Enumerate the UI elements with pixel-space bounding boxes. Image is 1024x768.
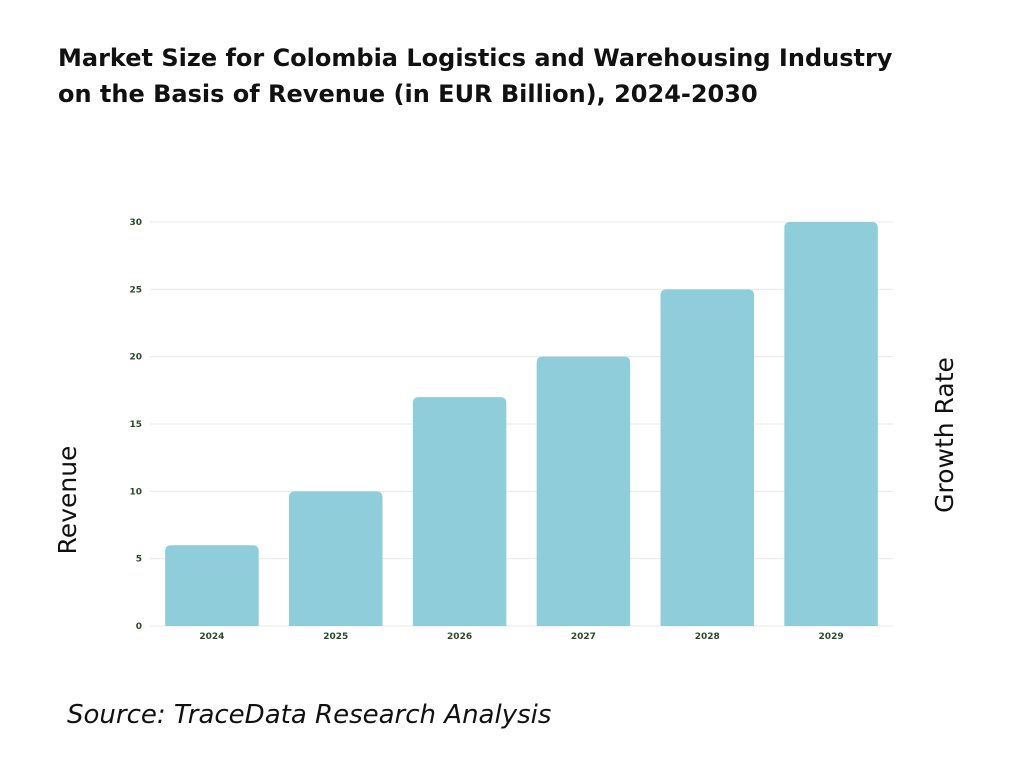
x-tick-label: 2029 bbox=[819, 632, 844, 642]
bar-2024 bbox=[165, 545, 259, 626]
bar-2028 bbox=[660, 289, 754, 626]
y-tick-label: 10 bbox=[129, 487, 142, 497]
bar-2027 bbox=[536, 356, 631, 626]
x-tick-label: 2025 bbox=[323, 632, 348, 642]
x-tick-label: 2024 bbox=[199, 632, 224, 642]
y-axis-title: Revenue bbox=[53, 446, 82, 555]
y-tick-label: 25 bbox=[129, 285, 142, 295]
y-tick-label: 5 bbox=[136, 555, 142, 565]
x-tick-label: 2026 bbox=[447, 632, 472, 642]
y-tick-label: 20 bbox=[129, 353, 142, 363]
x-tick-label: 2027 bbox=[571, 632, 596, 642]
source-note: Source: TraceData Research Analysis bbox=[67, 700, 552, 730]
chart-title: Market Size for Colombia Logistics and W… bbox=[58, 40, 988, 112]
chart-title-line-2: on the Basis of Revenue (in EUR Billion)… bbox=[58, 80, 758, 108]
y-tick-labels: 0 5 10 15 20 25 30 bbox=[129, 218, 142, 632]
x-tick-label: 2028 bbox=[695, 632, 720, 642]
x-tick-labels: 2024 2025 2026 2027 2028 2029 bbox=[199, 632, 843, 642]
secondary-y-axis-title: Growth Rate bbox=[930, 357, 959, 513]
y-tick-label: 30 bbox=[129, 218, 142, 228]
bar-2026 bbox=[412, 397, 507, 626]
bars bbox=[165, 222, 878, 626]
bar-2025 bbox=[289, 491, 383, 626]
chart-title-line-1: Market Size for Colombia Logistics and W… bbox=[58, 44, 893, 72]
y-tick-label: 15 bbox=[129, 420, 142, 430]
y-tick-label: 0 bbox=[136, 622, 142, 632]
bar-2029 bbox=[784, 222, 878, 626]
gridlines bbox=[150, 221, 893, 627]
